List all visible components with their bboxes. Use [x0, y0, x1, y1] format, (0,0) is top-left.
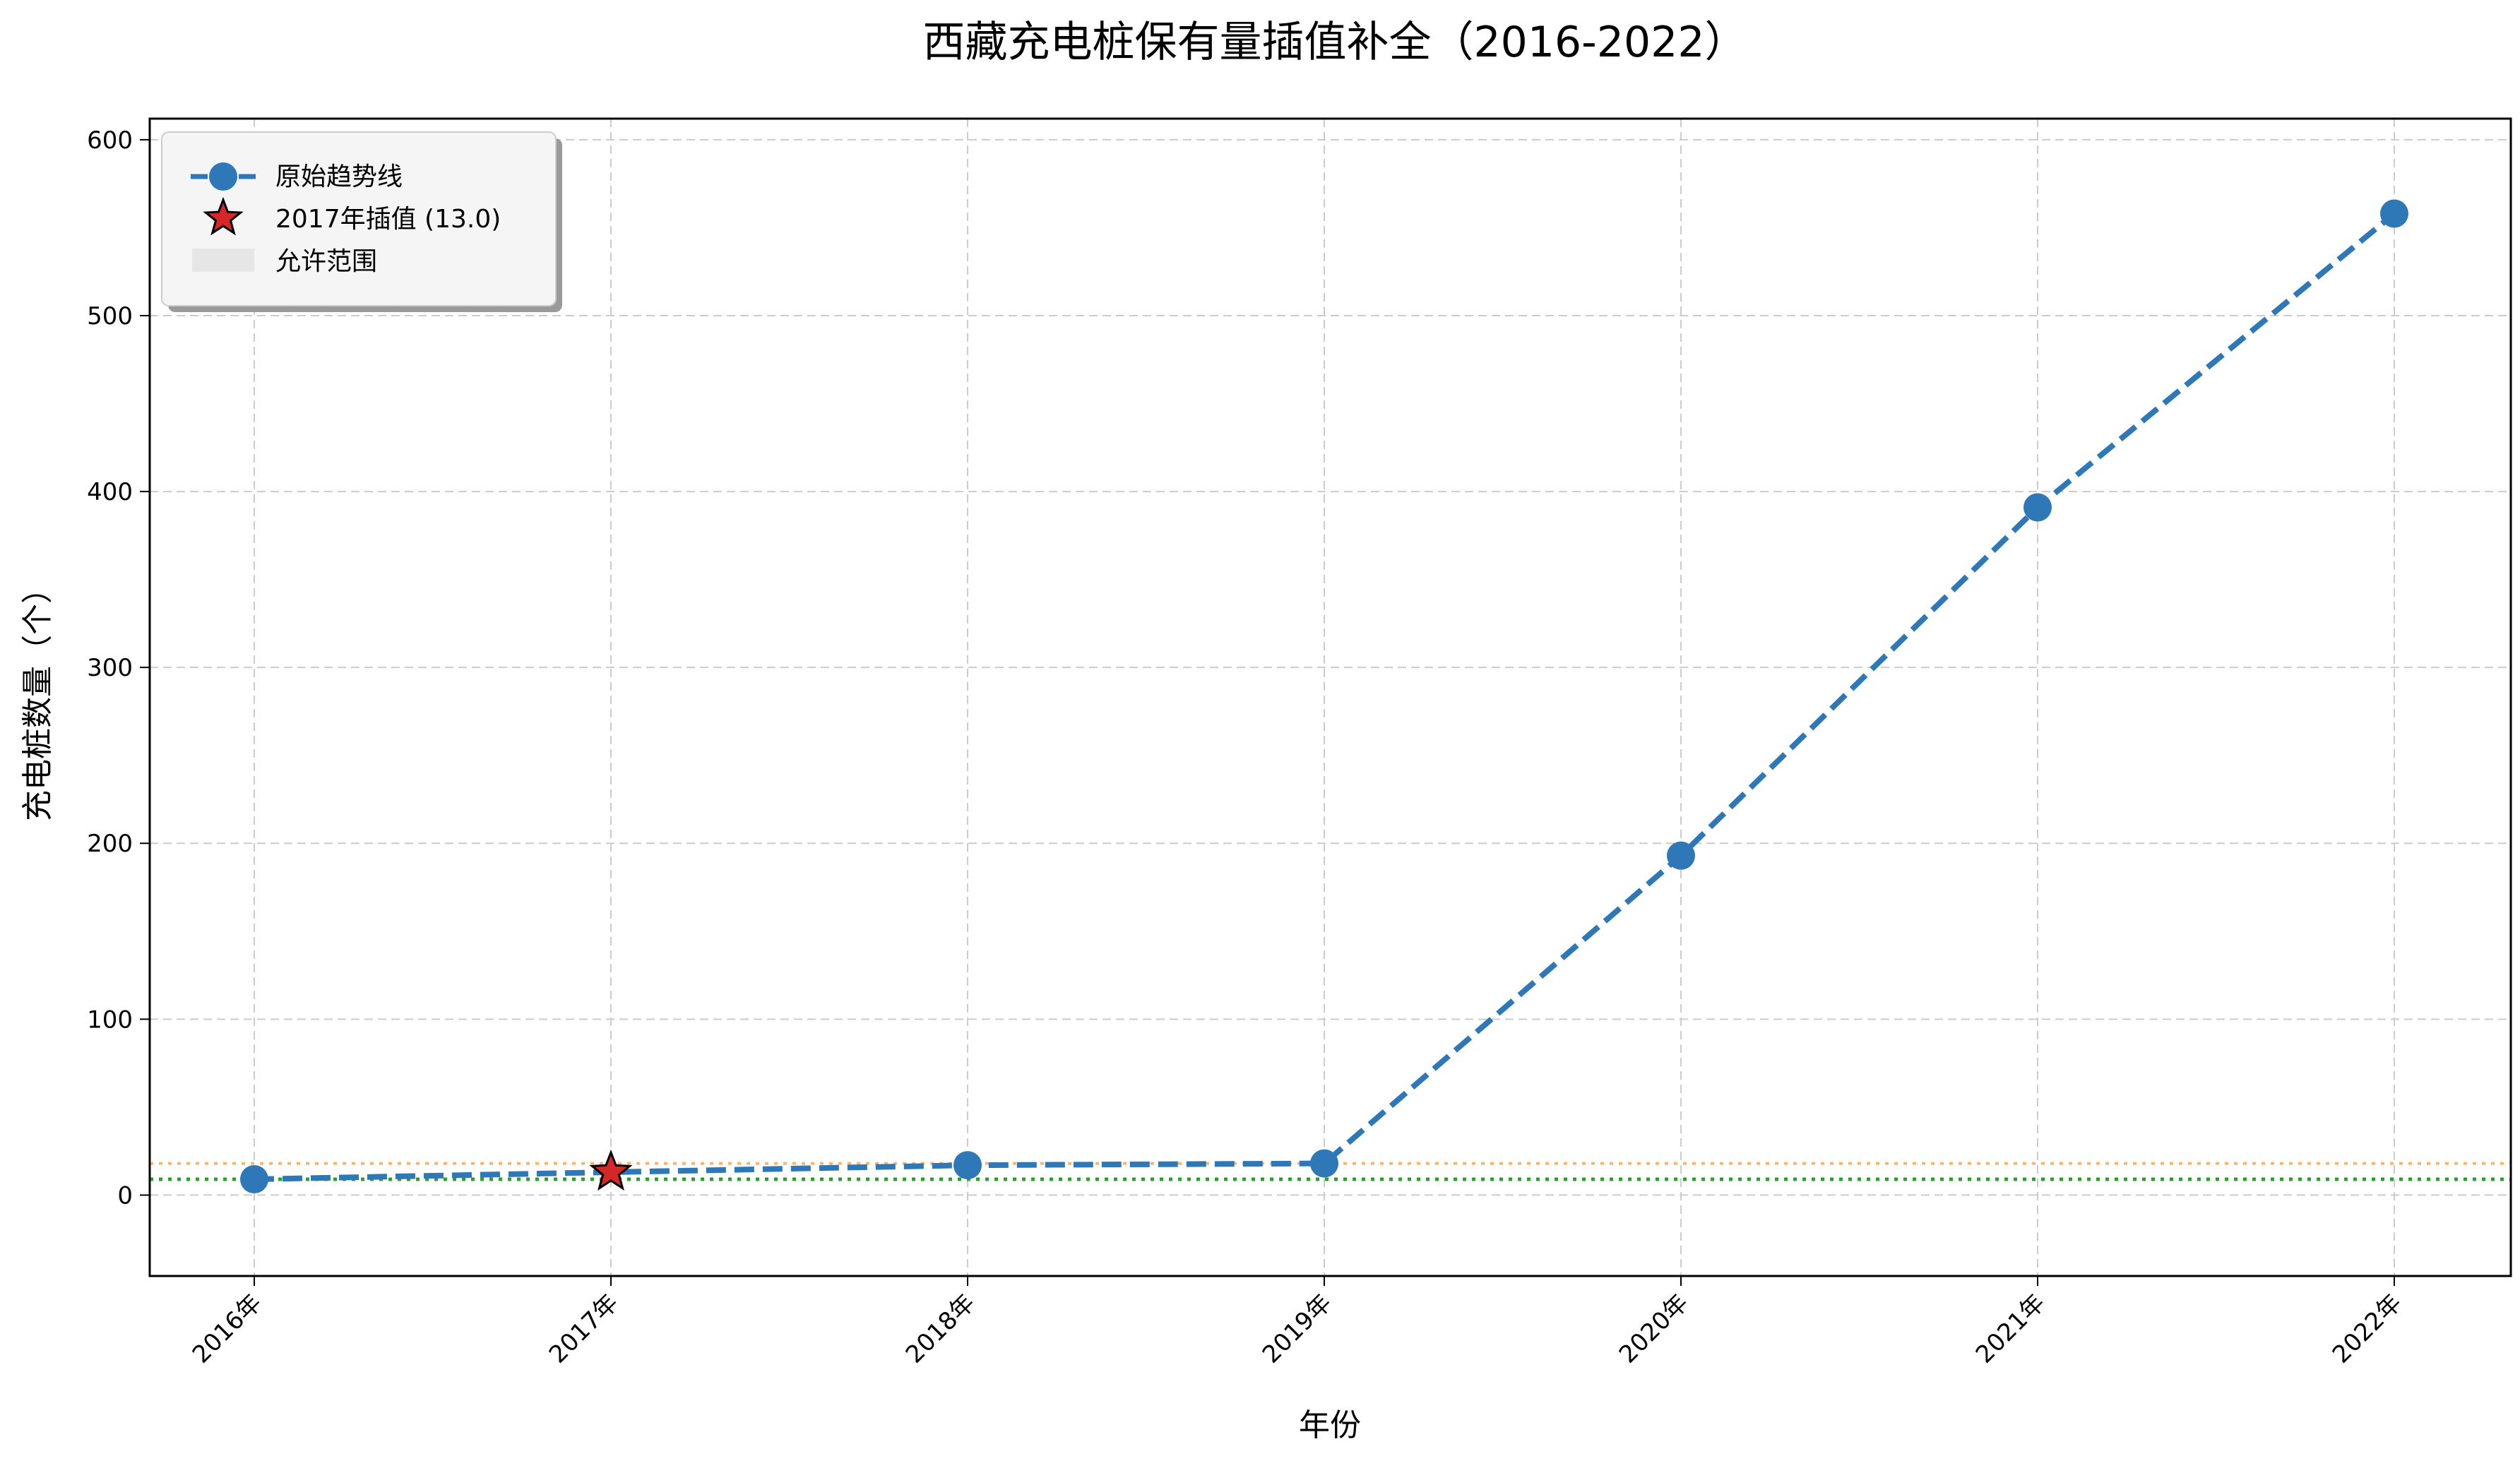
y-tick-label: 0 [117, 1181, 133, 1210]
y-tick-label: 400 [87, 478, 133, 506]
y-axis-label: 充电桩数量（个） [20, 573, 56, 821]
legend: 原始趋势线 2017年插值 (13.0) 允许范围 [161, 131, 562, 312]
legend-interpolated-label: 2017年插值 (13.0) [275, 205, 501, 234]
x-axis-label: 年份 [1299, 1407, 1361, 1443]
legend-series-marker [209, 162, 237, 191]
legend-box [161, 131, 557, 306]
series-point [1310, 1149, 1338, 1178]
series-point [953, 1151, 982, 1180]
reference-lines [150, 1162, 2511, 1181]
legend-range-label: 允许范围 [275, 247, 377, 276]
chart-title: 西藏充电桩保有量插值补全（2016-2022） [922, 18, 1747, 67]
legend-range-swatch [192, 249, 254, 272]
series-point [2023, 493, 2052, 522]
legend-star-marker [203, 196, 244, 236]
series-point [2380, 199, 2408, 228]
y-tick-label: 300 [87, 654, 133, 682]
y-tick-label: 500 [87, 302, 133, 330]
y-tick-label: 100 [87, 1006, 133, 1034]
series-layer [240, 199, 2408, 1194]
series-point [1667, 841, 1695, 870]
y-axis-ticks: 0 100 200 300 400 500 600 [87, 126, 150, 1210]
plot-frame [148, 117, 2512, 1277]
y-tick-label: 200 [87, 830, 133, 858]
series-point [240, 1165, 268, 1194]
legend-series-label: 原始趋势线 [275, 162, 403, 191]
y-tick-label: 600 [87, 126, 133, 155]
interpolated-star-point [589, 1149, 633, 1191]
